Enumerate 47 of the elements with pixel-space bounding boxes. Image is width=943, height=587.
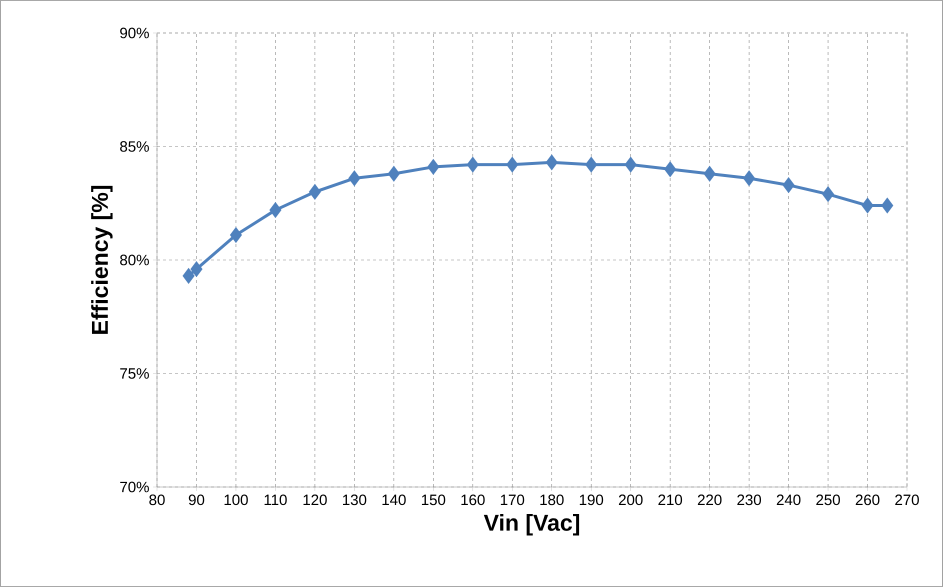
point: [348, 170, 360, 186]
x-tick-label: 200: [618, 494, 643, 506]
x-tick-label: 80: [149, 494, 165, 506]
point: [308, 184, 321, 200]
x-tick-label: 90: [188, 494, 204, 506]
x-tick-label: 260: [856, 494, 880, 506]
point: [506, 156, 518, 173]
y-tick-label: 75%: [120, 368, 149, 379]
point: [585, 156, 598, 173]
point: [182, 268, 195, 284]
x-tick-label: 220: [698, 494, 722, 506]
point: [782, 177, 795, 194]
point: [190, 261, 203, 278]
x-tick-label: 100: [224, 494, 248, 506]
point: [546, 154, 558, 170]
point: [881, 197, 894, 214]
y-tick-label: 85%: [120, 141, 149, 152]
point: [624, 156, 637, 173]
point: [427, 158, 440, 175]
x-tick-label: 240: [776, 494, 800, 506]
point: [664, 161, 676, 178]
point: [743, 170, 756, 186]
x-tick-label: 170: [500, 494, 524, 506]
y-tick-label: 80%: [120, 254, 149, 266]
x-tick-label: 110: [264, 494, 287, 506]
x-tick-label: 140: [382, 494, 406, 506]
point: [269, 202, 282, 218]
y-axis-title: Efficiency [%]: [91, 186, 113, 334]
x-tick-label: 210: [658, 494, 682, 506]
x-tick-label: 190: [580, 494, 604, 506]
x-tick-label: 230: [737, 494, 762, 506]
x-tick-label: 270: [895, 494, 919, 506]
point: [861, 197, 874, 214]
x-axis-title: Vin [Vac]: [484, 514, 580, 536]
point: [388, 166, 400, 182]
x-tick-label: 120: [304, 494, 327, 506]
x-tick-label: 150: [422, 494, 446, 506]
x-tick-label: 250: [816, 494, 840, 506]
point: [822, 186, 834, 202]
x-tick-label: 160: [461, 494, 485, 506]
x-tick-label: 130: [343, 494, 366, 506]
point: [230, 226, 242, 244]
y-tick-label: 70%: [120, 482, 149, 492]
point: [704, 166, 716, 182]
x-tick-label: 180: [540, 494, 564, 506]
y-tick-label: 90%: [120, 28, 149, 38]
point: [466, 156, 479, 173]
